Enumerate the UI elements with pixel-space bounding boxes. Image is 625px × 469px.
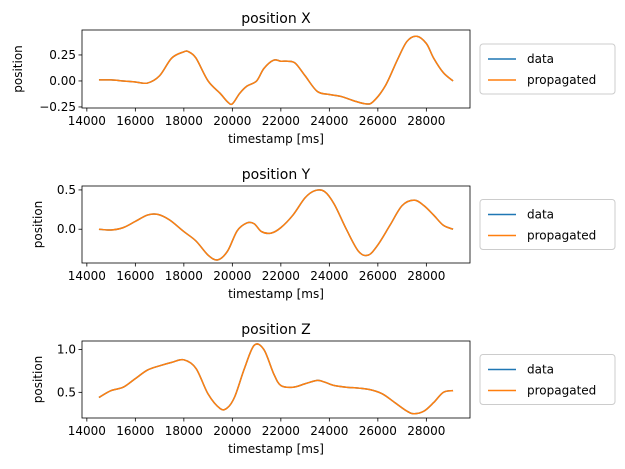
x-tick-label: 20000 xyxy=(213,269,251,283)
x-tick-label: 22000 xyxy=(262,269,300,283)
legend-box xyxy=(479,199,616,250)
legend-box xyxy=(479,43,616,95)
chart-title: position X xyxy=(241,11,311,27)
x-tick-label: 28000 xyxy=(407,424,445,438)
y-tick-label: −0.25 xyxy=(39,100,76,114)
x-tick-label: 28000 xyxy=(407,114,445,128)
series-line-data xyxy=(98,35,454,106)
x-tick-label: 18000 xyxy=(165,114,203,128)
x-tick-label: 24000 xyxy=(310,269,348,283)
chart-z: position Z 14000 16000 18000 20000 22000 24000… xyxy=(31,322,616,456)
x-tick-label: 18000 xyxy=(165,424,203,438)
x-tick-label: 28000 xyxy=(407,269,445,283)
chart-y: position Y 14000 16000 18000 20000 22000 24000… xyxy=(31,167,616,301)
series-line-propagated xyxy=(98,189,454,261)
x-tick-label: 26000 xyxy=(359,269,397,283)
x-axis-label: timestamp [ms] xyxy=(228,287,324,301)
legend-label-propagated: propagated xyxy=(527,73,596,87)
y-tick-label: 0.5 xyxy=(57,183,76,197)
x-tick-label: 20000 xyxy=(213,424,251,438)
y-axis-label: position xyxy=(31,356,45,404)
x-tick-label: 22000 xyxy=(262,424,300,438)
chart-title: position Z xyxy=(241,322,311,338)
y-tick-label: 1.0 xyxy=(57,343,76,357)
x-tick-label: 18000 xyxy=(165,269,203,283)
x-axis-label: timestamp [ms] xyxy=(228,442,324,456)
x-tick-label: 24000 xyxy=(310,114,348,128)
plot-frame xyxy=(81,340,471,419)
x-tick-label: 26000 xyxy=(359,424,397,438)
x-tick-label: 16000 xyxy=(116,424,154,438)
legend-label-data: data xyxy=(527,363,554,377)
chart-title: position Y xyxy=(242,167,311,183)
y-axis-label: position xyxy=(11,45,25,93)
legend: data propagated xyxy=(479,354,616,405)
x-tick-label: 16000 xyxy=(116,269,154,283)
x-axis-label: timestamp [ms] xyxy=(228,132,324,146)
x-tick-label: 14000 xyxy=(68,114,106,128)
plot-frame xyxy=(81,29,471,109)
y-tick-label: 0.5 xyxy=(57,385,76,399)
x-tick-label: 22000 xyxy=(262,114,300,128)
x-tick-label: 14000 xyxy=(68,424,106,438)
series-line-propagated xyxy=(98,35,454,106)
legend-label-data: data xyxy=(527,52,554,66)
y-tick-label: 0.00 xyxy=(49,74,76,88)
series-line-data xyxy=(98,189,454,261)
chart-x: position X 14000 16000 18000 20000 22000 24000… xyxy=(11,11,616,146)
legend-label-data: data xyxy=(527,208,554,222)
y-tick-label: 0.25 xyxy=(49,48,76,62)
plot-frame xyxy=(81,185,471,264)
x-tick-label: 14000 xyxy=(68,269,106,283)
x-tick-label: 26000 xyxy=(359,114,397,128)
legend-label-propagated: propagated xyxy=(527,384,596,398)
legend-box xyxy=(479,354,616,405)
x-tick-label: 20000 xyxy=(213,114,251,128)
series-line-propagated xyxy=(98,343,454,415)
x-tick-label: 16000 xyxy=(116,114,154,128)
legend: data propagated xyxy=(479,43,616,95)
y-tick-label: 0.0 xyxy=(57,222,76,236)
legend-label-propagated: propagated xyxy=(527,229,596,243)
x-tick-label: 24000 xyxy=(310,424,348,438)
y-axis-label: position xyxy=(31,201,45,249)
legend: data propagated xyxy=(479,199,616,250)
